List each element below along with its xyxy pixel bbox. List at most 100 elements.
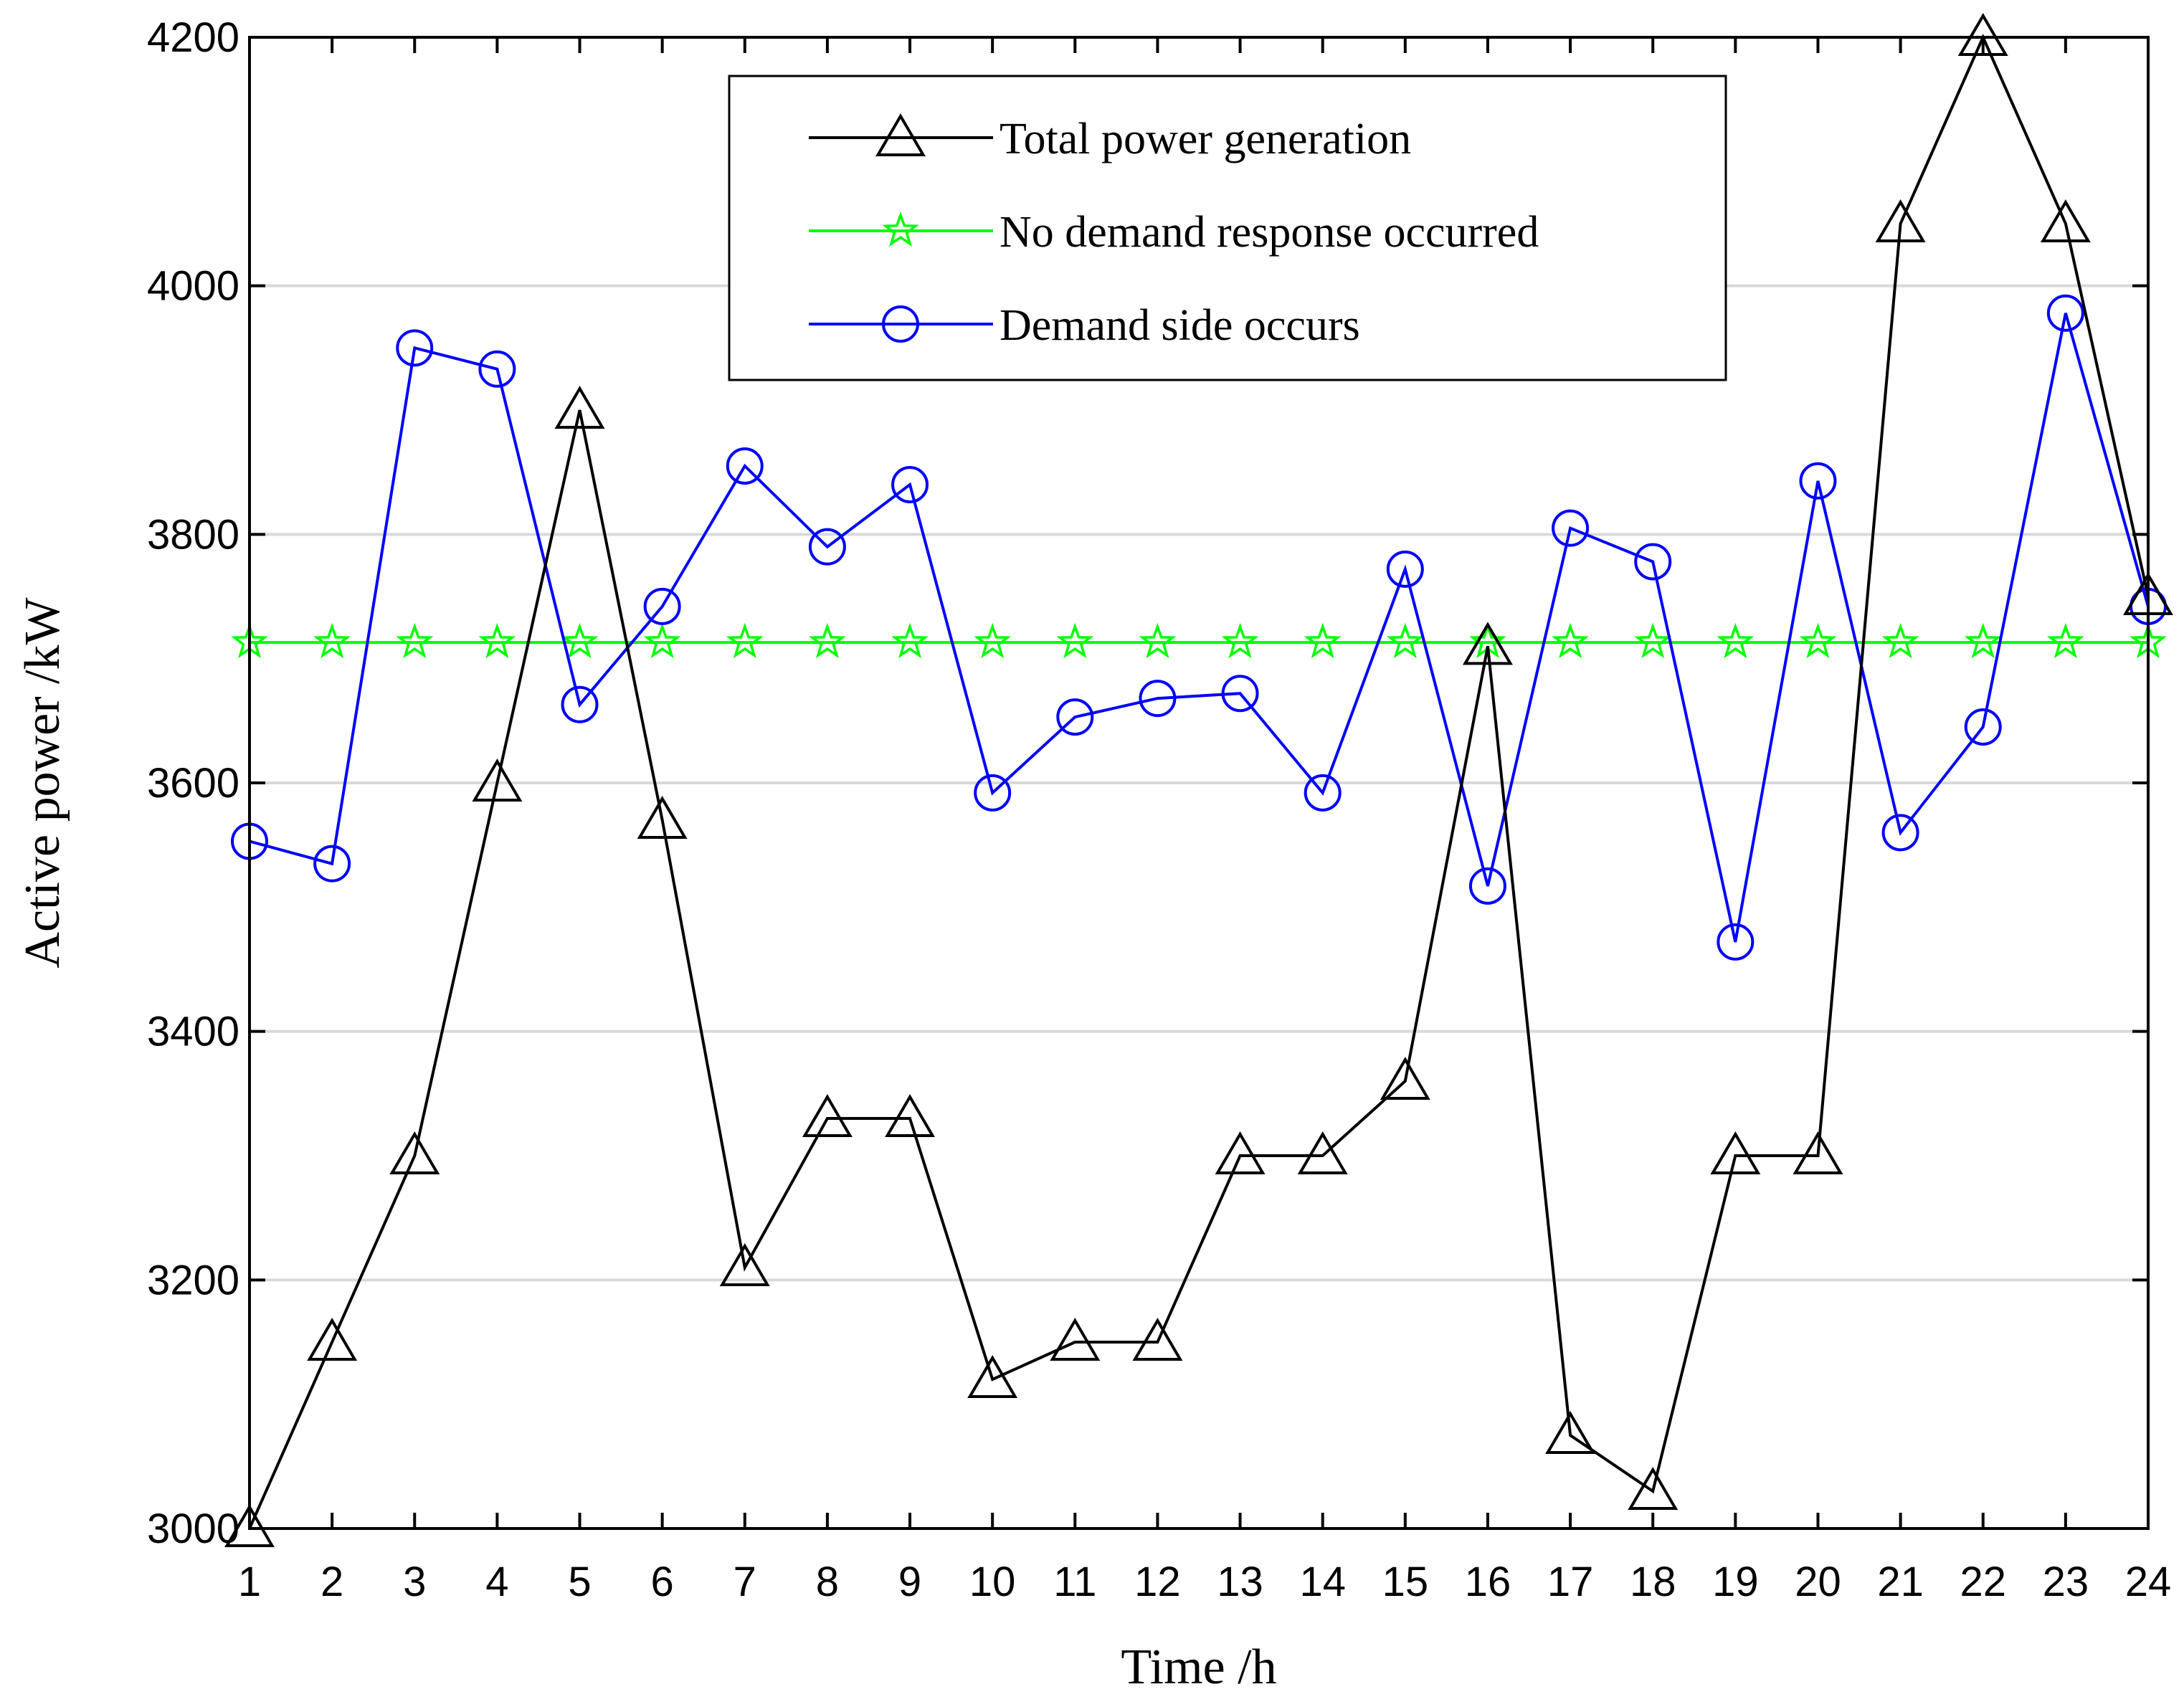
data-point xyxy=(1050,1318,1101,1361)
x-tick-label: 24 xyxy=(2125,1559,2172,1605)
x-tick-label: 4 xyxy=(485,1559,508,1605)
data-point xyxy=(2040,199,2091,242)
data-point xyxy=(1552,509,1590,547)
data-point xyxy=(637,796,688,839)
axis-ticks xyxy=(248,36,2150,1530)
data-point xyxy=(1710,1131,1761,1174)
x-tick-label: 5 xyxy=(568,1559,591,1605)
data-point xyxy=(313,845,351,883)
y-tick-label: 4200 xyxy=(147,14,239,61)
x-tick-label: 7 xyxy=(733,1559,756,1605)
data-point xyxy=(307,1318,358,1361)
x-tick-label: 14 xyxy=(1299,1559,1346,1605)
data-point xyxy=(1545,1411,1596,1454)
data-point xyxy=(1799,622,1837,659)
data-point xyxy=(1634,622,1672,659)
data-point xyxy=(643,622,681,659)
data-point xyxy=(478,622,516,659)
x-tick-label: 17 xyxy=(1547,1559,1594,1605)
series-line xyxy=(249,313,2150,943)
series-line xyxy=(248,34,2150,1529)
data-point xyxy=(891,466,929,503)
x-tick-labels: 1 2 3 4 5 6 7 8 9 10 11 12 13 14 15 16 17 18 19 20 21 22 23 24 xyxy=(238,1559,2171,1605)
data-point xyxy=(1139,680,1177,718)
data-point xyxy=(561,685,599,723)
data-point xyxy=(478,350,516,388)
x-tick-label: 6 xyxy=(651,1559,674,1605)
data-point xyxy=(809,622,846,659)
data-point xyxy=(1139,622,1177,659)
x-tick-label: 9 xyxy=(898,1559,921,1605)
data-point xyxy=(554,386,605,429)
x-axis-title: Time /h xyxy=(1121,1640,1276,1695)
data-point xyxy=(1297,1131,1348,1174)
legend-label: Total power generation xyxy=(1000,115,1411,163)
data-point xyxy=(1875,199,1926,242)
legend-entry: Demand side occurs xyxy=(809,301,1360,350)
data-point xyxy=(1132,1318,1183,1361)
series-circle xyxy=(231,294,2167,961)
data-point xyxy=(224,1504,275,1547)
data-point xyxy=(1304,622,1342,659)
legend-marker xyxy=(875,113,926,156)
x-tick-label: 15 xyxy=(1382,1559,1429,1605)
data-point xyxy=(802,1094,853,1137)
series-triangle xyxy=(224,13,2173,1547)
data-point xyxy=(396,622,434,659)
data-point xyxy=(808,528,846,566)
y-axis-title: Active power /kW xyxy=(15,597,70,968)
data-point xyxy=(396,329,434,367)
data-point xyxy=(967,1355,1018,1398)
data-point xyxy=(1552,622,1589,659)
data-point xyxy=(1799,462,1837,500)
data-point xyxy=(1380,1057,1430,1100)
legend-label: Demand side occurs xyxy=(1000,301,1360,350)
x-tick-label: 22 xyxy=(1960,1559,2006,1605)
data-point xyxy=(1221,675,1259,713)
data-point xyxy=(1215,1131,1266,1174)
x-tick-label: 12 xyxy=(1134,1559,1181,1605)
data-point xyxy=(1634,543,1672,581)
data-point xyxy=(1793,1131,1843,1174)
x-tick-label: 21 xyxy=(1877,1559,1924,1605)
data-point xyxy=(726,622,764,659)
x-tick-label: 18 xyxy=(1630,1559,1676,1605)
data-point xyxy=(719,1243,770,1286)
data-point xyxy=(726,447,764,485)
y-tick-labels: 3000 3200 3400 3600 3800 4000 4200 xyxy=(147,14,239,1552)
data-point xyxy=(974,622,1012,659)
x-tick-label: 20 xyxy=(1795,1559,1841,1605)
data-point xyxy=(1056,622,1094,659)
data-point xyxy=(313,622,351,659)
y-tick-label: 3000 xyxy=(147,1506,239,1552)
data-point xyxy=(472,759,523,802)
x-tick-label: 10 xyxy=(969,1559,1016,1605)
data-point xyxy=(2046,294,2084,332)
series-layer xyxy=(224,13,2173,1547)
x-tick-label: 11 xyxy=(1053,1559,1096,1605)
legend: Total power generation No demand response… xyxy=(728,75,1727,381)
data-point xyxy=(1628,1467,1679,1510)
data-point xyxy=(974,774,1012,812)
y-tick-label: 4000 xyxy=(147,263,239,310)
data-point xyxy=(389,1131,440,1174)
data-point xyxy=(1957,13,2008,56)
data-point xyxy=(891,622,929,659)
legend-entry: Total power generation xyxy=(809,113,1411,163)
x-tick-label: 3 xyxy=(403,1559,426,1605)
legend-entry: No demand response occurred xyxy=(809,208,1539,257)
y-tick-label: 3400 xyxy=(147,1009,239,1055)
data-point xyxy=(885,1094,936,1137)
grid-lines xyxy=(250,284,2148,1282)
y-tick-label: 3800 xyxy=(147,511,239,558)
y-tick-label: 3200 xyxy=(147,1257,239,1303)
legend-label: No demand response occurred xyxy=(1000,208,1539,257)
legend-marker xyxy=(882,305,919,343)
x-tick-label: 16 xyxy=(1465,1559,1511,1605)
x-tick-label: 23 xyxy=(2043,1559,2089,1605)
y-tick-label: 3600 xyxy=(147,760,239,807)
data-point xyxy=(1881,622,1919,659)
x-tick-label: 8 xyxy=(816,1559,839,1605)
data-point xyxy=(1386,550,1424,588)
